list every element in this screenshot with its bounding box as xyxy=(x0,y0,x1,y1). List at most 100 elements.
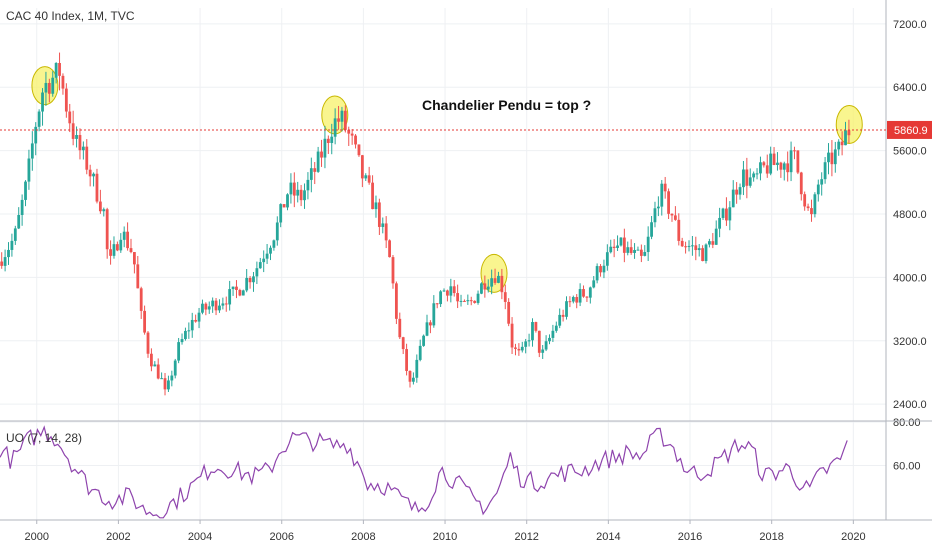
candle-body xyxy=(524,341,528,347)
candle-body xyxy=(738,187,742,195)
candle-body xyxy=(241,290,245,296)
candle-body xyxy=(13,228,17,241)
x-tick-label: 2018 xyxy=(759,531,783,543)
candle-body xyxy=(27,158,31,182)
candle-body xyxy=(527,340,531,342)
candle-body xyxy=(197,312,201,322)
candle-body xyxy=(755,173,759,175)
candle-body xyxy=(490,278,494,287)
candle-body xyxy=(122,231,126,240)
candle-body xyxy=(537,330,541,353)
candle-body xyxy=(282,204,286,208)
candle-body xyxy=(173,360,177,376)
candle-body xyxy=(520,346,524,351)
candle-body xyxy=(742,169,745,188)
candle-body xyxy=(381,223,385,227)
candle-body xyxy=(180,339,184,343)
candle-body xyxy=(612,246,616,248)
candle-body xyxy=(68,111,72,124)
candle-body xyxy=(551,330,555,338)
candle-body xyxy=(272,240,276,248)
candle-body xyxy=(840,141,844,146)
candle-body xyxy=(759,162,762,174)
candle-body xyxy=(687,245,691,247)
oscillator-panel xyxy=(0,425,848,519)
candle-body xyxy=(85,146,89,170)
candle-body xyxy=(660,183,664,207)
candle-body xyxy=(333,118,337,137)
candle-body xyxy=(653,208,657,223)
candle-body xyxy=(486,286,490,290)
candle-body xyxy=(238,289,242,296)
candle-body xyxy=(405,349,408,371)
candle-body xyxy=(684,246,687,248)
candle-body xyxy=(548,337,551,342)
candle-body xyxy=(442,290,446,292)
candle-body xyxy=(167,380,170,390)
candle-body xyxy=(435,303,439,305)
candle-body xyxy=(411,377,415,382)
candle-body xyxy=(156,364,160,379)
candle-body xyxy=(384,223,388,241)
candle-body xyxy=(20,199,24,215)
candle-body xyxy=(306,179,310,191)
candle-body xyxy=(745,169,749,186)
candle-body xyxy=(0,261,4,266)
candle-body xyxy=(752,173,756,178)
candle-body xyxy=(599,266,602,273)
candle-body xyxy=(718,217,722,229)
y-tick-label: 4000.0 xyxy=(893,272,927,284)
candle-body xyxy=(469,300,473,302)
candle-body xyxy=(58,62,61,76)
chart-annotation: Chandelier Pendu = top ? xyxy=(422,97,591,113)
candle-body xyxy=(789,150,793,173)
candle-body xyxy=(643,252,647,256)
candle-body xyxy=(377,202,381,227)
candle-body xyxy=(323,138,327,158)
candle-body xyxy=(575,297,579,303)
uo-line xyxy=(0,425,848,519)
candle-body xyxy=(473,300,477,303)
price-candles xyxy=(0,52,851,396)
candle-body xyxy=(286,194,289,208)
candle-body xyxy=(150,353,153,367)
candle-body xyxy=(813,194,817,215)
x-tick-label: 2004 xyxy=(188,531,212,543)
candle-body xyxy=(429,322,432,326)
candle-body xyxy=(452,286,456,294)
candle-body xyxy=(568,301,572,303)
candle-body xyxy=(24,181,27,200)
candle-body xyxy=(459,300,463,302)
candle-body xyxy=(221,303,225,306)
candle-body xyxy=(769,153,773,174)
oscillator-title: UO (7, 14, 28) xyxy=(6,431,82,445)
candle-body xyxy=(786,163,790,173)
candle-body xyxy=(806,206,810,209)
candle-body xyxy=(360,155,364,179)
candle-body xyxy=(115,244,119,251)
candle-body xyxy=(112,244,116,256)
candle-body xyxy=(534,322,538,331)
candle-body xyxy=(126,231,129,249)
candle-body xyxy=(844,130,847,146)
candle-body xyxy=(37,111,41,127)
candle-body xyxy=(248,277,252,283)
candle-body xyxy=(81,146,85,151)
candle-body xyxy=(347,129,351,134)
candle-body xyxy=(803,194,807,207)
candle-body xyxy=(561,314,565,317)
x-tick-label: 2010 xyxy=(433,531,457,543)
candle-body xyxy=(592,280,596,288)
y-tick-label: 2400.0 xyxy=(893,399,927,411)
candle-body xyxy=(595,266,599,281)
candle-body xyxy=(731,189,735,208)
candle-body xyxy=(847,130,851,136)
candle-body xyxy=(650,222,653,237)
candle-body xyxy=(265,253,269,259)
x-tick-label: 2008 xyxy=(351,531,375,543)
candle-body xyxy=(7,249,10,258)
candle-body xyxy=(289,182,293,195)
candle-body xyxy=(394,283,398,319)
